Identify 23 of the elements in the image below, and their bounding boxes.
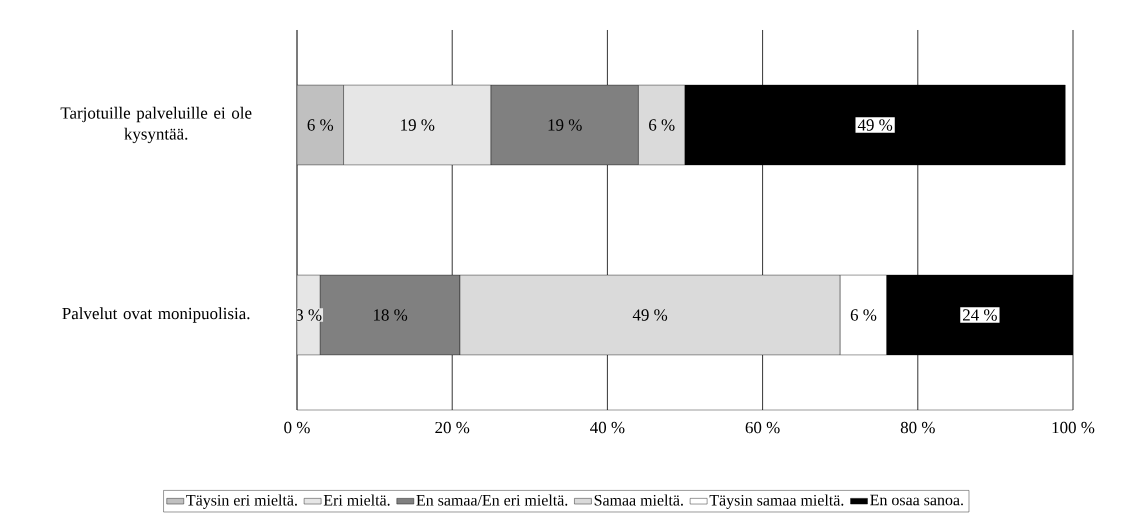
legend-label: Täysin samaa mieltä. <box>709 494 844 509</box>
y-tick-label: Palvelut ovat monipuolisia. <box>62 307 250 323</box>
legend-label: En samaa/En eri mieltä. <box>416 494 568 506</box>
x-tick-label: 40 % <box>590 421 625 434</box>
legend-label: Täysin eri mieltä. <box>186 494 297 509</box>
x-tick-label: 100 % <box>1052 421 1095 434</box>
data-label: 24 % <box>963 309 997 321</box>
legend-label: En osaa sanoa. <box>870 494 963 506</box>
data-label: 6 % <box>850 309 877 321</box>
data-label: 18 % <box>373 309 408 321</box>
data-label: 19 % <box>548 119 582 131</box>
legend-label: Eri mieltä. <box>323 494 390 506</box>
x-tick-label: 0 % <box>284 421 310 434</box>
x-tick-label: 60 % <box>745 421 780 434</box>
data-label: 6 % <box>307 119 334 131</box>
data-label: 49 % <box>632 309 668 321</box>
x-tick-label: 20 % <box>435 421 470 434</box>
data-label: 6 % <box>649 119 675 131</box>
legend-label: Samaa mieltä. <box>594 494 683 506</box>
data-label: 19 % <box>401 119 435 131</box>
y-tick-label: Tarjotuille palveluille ei ole kysyntää. <box>60 106 252 144</box>
data-label: 49 % <box>857 119 893 131</box>
x-tick-label: 80 % <box>900 421 935 434</box>
